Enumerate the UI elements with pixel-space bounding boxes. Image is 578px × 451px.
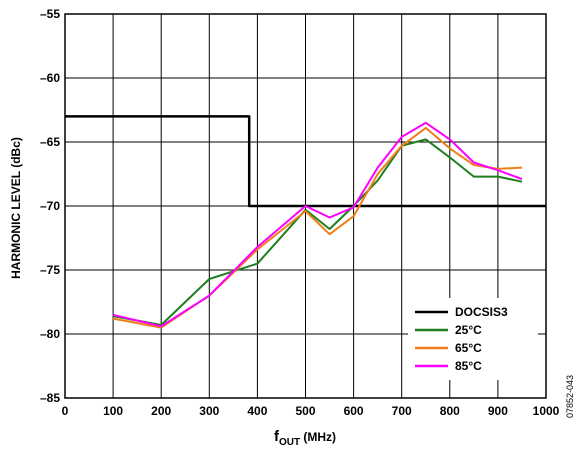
legend-label: 65°C <box>455 341 482 355</box>
legend-label: 25°C <box>455 323 482 337</box>
y-tick-labels: –55 –60 –65 –70 –75 –80 –85 <box>40 7 60 405</box>
x-tick-label: 100 <box>103 404 123 418</box>
x-tick-label: 0 <box>62 404 69 418</box>
x-tick-labels: 0 100 200 300 400 500 600 700 800 900 1000 <box>62 404 560 418</box>
legend-label: 85°C <box>455 359 482 373</box>
x-axis-title-units: (MHz) <box>300 430 336 444</box>
x-tick-label: 800 <box>440 404 460 418</box>
y-axis-title: HARMONIC LEVEL (dBc) <box>9 137 23 279</box>
legend-label: DOCSIS3 <box>455 305 508 319</box>
x-axis-title-main: f <box>274 428 280 445</box>
series-line-65c <box>112 126 523 329</box>
y-tick-label: –65 <box>40 135 60 149</box>
y-tick-label: –85 <box>40 391 60 405</box>
x-tick-label: 900 <box>488 404 508 418</box>
series-line-85c <box>112 121 523 328</box>
x-tick-label: 200 <box>151 404 171 418</box>
x-tick-label: 700 <box>392 404 412 418</box>
y-tick-label: –55 <box>40 7 60 21</box>
x-tick-label: 300 <box>199 404 219 418</box>
figure-code: 07852-043 <box>565 375 575 418</box>
x-axis-title-subscript: OUT <box>279 437 300 448</box>
x-tick-label: 400 <box>247 404 267 418</box>
x-axis-title: fOUT (MHz) <box>274 428 336 448</box>
plot-frame <box>64 13 547 399</box>
series-lines <box>65 115 546 329</box>
y-tick-label: –70 <box>40 199 60 213</box>
x-tick-label: 1000 <box>533 404 560 418</box>
series-line-25c <box>112 138 523 326</box>
y-tick-label: –80 <box>40 327 60 341</box>
x-tick-label: 500 <box>295 404 315 418</box>
legend: DOCSIS3 25°C 65°C 85°C <box>408 298 538 380</box>
y-tick-label: –75 <box>40 263 60 277</box>
series-line-docsis3 <box>65 115 546 208</box>
y-tick-label: –60 <box>40 71 60 85</box>
x-tick-label: 600 <box>344 404 364 418</box>
